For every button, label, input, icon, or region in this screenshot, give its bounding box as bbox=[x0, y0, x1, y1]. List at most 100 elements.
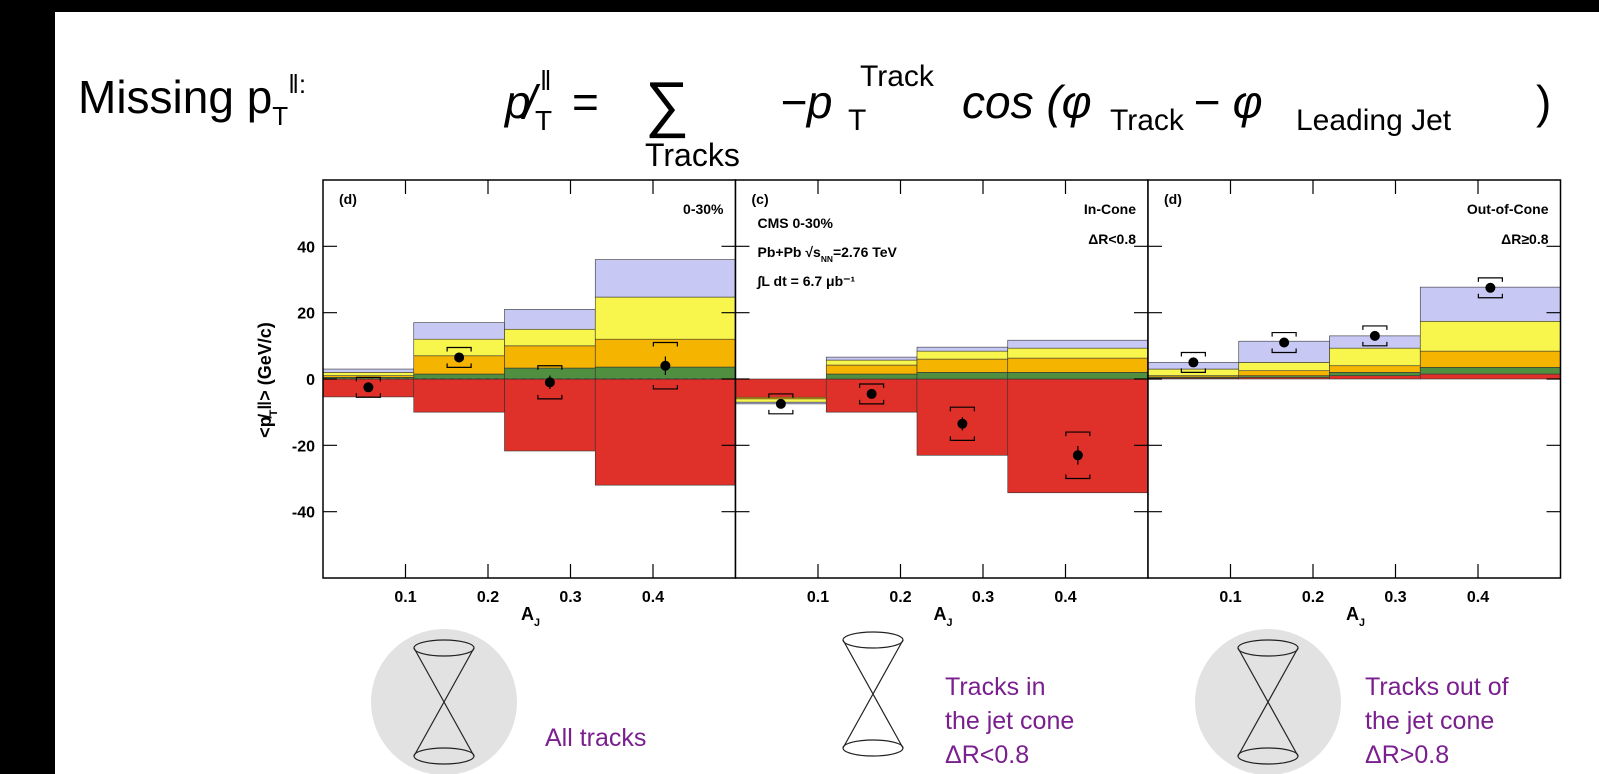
bar-segment bbox=[1330, 372, 1421, 375]
title-sup: ǁ: bbox=[288, 69, 306, 99]
slide: Missing pTǁ: p̸ ǁ T = ∑ Tracks −p Track … bbox=[0, 0, 1599, 774]
formula-part: Tracks bbox=[645, 137, 740, 173]
panel-note-part: ∫L dt = 6.7 μb⁻¹ bbox=[757, 273, 856, 290]
title-sub: T bbox=[272, 101, 288, 131]
panel-note-part: ΔR≥0.8 bbox=[1501, 231, 1549, 247]
x-tick-label: 0.4 bbox=[1054, 589, 1076, 606]
bar-segment bbox=[1420, 367, 1560, 374]
cone-caption: ΔR>0.8 bbox=[1365, 741, 1449, 769]
bar-segment bbox=[414, 379, 505, 412]
data-point bbox=[1485, 283, 1495, 293]
cone-caption: Tracks out of bbox=[1365, 673, 1509, 701]
x-tick-label: 0.1 bbox=[807, 589, 829, 606]
panel-note: ∫L dt = 6.7 μb⁻¹ bbox=[757, 273, 856, 290]
x-axis-label-part: J bbox=[534, 617, 540, 629]
data-point bbox=[1370, 331, 1380, 341]
bar-segment bbox=[1330, 376, 1421, 379]
x-axis-label-part: A bbox=[1346, 604, 1359, 624]
x-tick-label: 0.4 bbox=[1467, 589, 1489, 606]
x-tick-label: 0.2 bbox=[1302, 589, 1324, 606]
x-tick-label: 0.2 bbox=[477, 589, 499, 606]
bar-segment bbox=[826, 374, 917, 379]
y-axis-label-part: ǁ> (GeV/c) bbox=[255, 322, 275, 410]
title-part: Missing p bbox=[78, 71, 272, 123]
x-tick-label: 0.1 bbox=[1219, 589, 1241, 606]
data-point bbox=[1279, 338, 1289, 348]
bar-segment bbox=[1330, 366, 1421, 373]
slide-title: Missing pTǁ: bbox=[78, 69, 306, 131]
y-tick-label: 20 bbox=[297, 306, 315, 323]
x-tick-label: 0.3 bbox=[972, 589, 994, 606]
bar-segment bbox=[1239, 371, 1330, 376]
data-point bbox=[776, 399, 786, 409]
bar-segment bbox=[1008, 372, 1148, 379]
cone-caption: the jet cone bbox=[1365, 707, 1494, 735]
panel-note-part: CMS 0-30% bbox=[758, 215, 834, 231]
cone-caption: Tracks in bbox=[945, 673, 1045, 701]
panel-note-part: Out-of-Cone bbox=[1467, 201, 1549, 217]
panel-label: (c) bbox=[752, 191, 769, 207]
formula-part: ) bbox=[1536, 76, 1551, 128]
bar-segment bbox=[1008, 379, 1148, 493]
y-tick-label: -20 bbox=[292, 438, 315, 455]
panel-note: ΔR<0.8 bbox=[1088, 231, 1136, 247]
bar-segment bbox=[826, 360, 917, 365]
data-point bbox=[1073, 450, 1083, 460]
panel-note-part: Pb+Pb √s bbox=[758, 244, 822, 260]
formula-part: Track bbox=[860, 60, 935, 93]
x-tick-label: 0.1 bbox=[394, 589, 416, 606]
panel-note-part: ΔR<0.8 bbox=[1088, 231, 1136, 247]
y-tick-label: 40 bbox=[297, 239, 315, 256]
data-point bbox=[867, 389, 877, 399]
chart-panel bbox=[323, 180, 736, 578]
bar-segment bbox=[414, 374, 505, 379]
bar-segment bbox=[323, 372, 414, 375]
x-tick-label: 0.4 bbox=[642, 589, 664, 606]
bar-segment bbox=[505, 309, 596, 329]
page: {"header": {"title": ["Missing p", "T", … bbox=[0, 0, 1599, 774]
formula-part: Track bbox=[1110, 104, 1185, 137]
panel-note: 0-30% bbox=[683, 201, 724, 217]
cone-caption: All tracks bbox=[545, 724, 646, 752]
bar-segment bbox=[595, 260, 735, 297]
data-point bbox=[660, 361, 670, 371]
cone-caption: the jet cone bbox=[945, 707, 1074, 735]
formula-part: ǁ bbox=[540, 65, 552, 96]
data-point bbox=[454, 352, 464, 362]
bar-segment bbox=[1330, 348, 1421, 366]
x-axis-label-part: J bbox=[947, 617, 953, 629]
panel-note-part: 0-30% bbox=[683, 201, 724, 217]
bar-segment bbox=[505, 346, 596, 368]
panel-note: CMS 0-30% bbox=[758, 215, 834, 231]
bar-segment bbox=[414, 323, 505, 340]
x-axis-label-part: A bbox=[521, 604, 534, 624]
x-tick-label: 0.3 bbox=[559, 589, 581, 606]
y-tick-label: 0 bbox=[306, 372, 315, 389]
x-axis-label-part: J bbox=[1359, 617, 1365, 629]
bar-segment bbox=[917, 351, 1008, 359]
bar-segment bbox=[505, 329, 596, 346]
cone-caption: ΔR<0.8 bbox=[945, 741, 1029, 769]
chart-panel bbox=[736, 180, 1149, 578]
bar-segment bbox=[1420, 321, 1560, 351]
bar-segment bbox=[505, 379, 596, 451]
x-tick-label: 0.3 bbox=[1384, 589, 1406, 606]
bar-segment bbox=[595, 297, 735, 339]
formula-part: −p bbox=[780, 76, 832, 128]
chart-panel bbox=[1148, 180, 1561, 578]
bar-segment bbox=[917, 372, 1008, 379]
bar-segment bbox=[1008, 340, 1148, 348]
formula-part: cos (φ bbox=[962, 76, 1092, 128]
bar-segment bbox=[1008, 348, 1148, 358]
panel-note-part: =2.76 TeV bbox=[833, 244, 898, 260]
bar-segment bbox=[1420, 374, 1560, 379]
formula-part: − φ bbox=[1193, 76, 1263, 128]
formula-part: ∑ bbox=[645, 70, 689, 139]
bar-segment bbox=[323, 369, 414, 372]
bar-segment bbox=[826, 365, 917, 374]
formula-part: = bbox=[572, 76, 599, 128]
panel-label: (d) bbox=[339, 191, 357, 207]
x-axis-label-part: A bbox=[934, 604, 947, 624]
bar-segment bbox=[826, 357, 917, 360]
panel-note-part: In-Cone bbox=[1084, 201, 1136, 217]
